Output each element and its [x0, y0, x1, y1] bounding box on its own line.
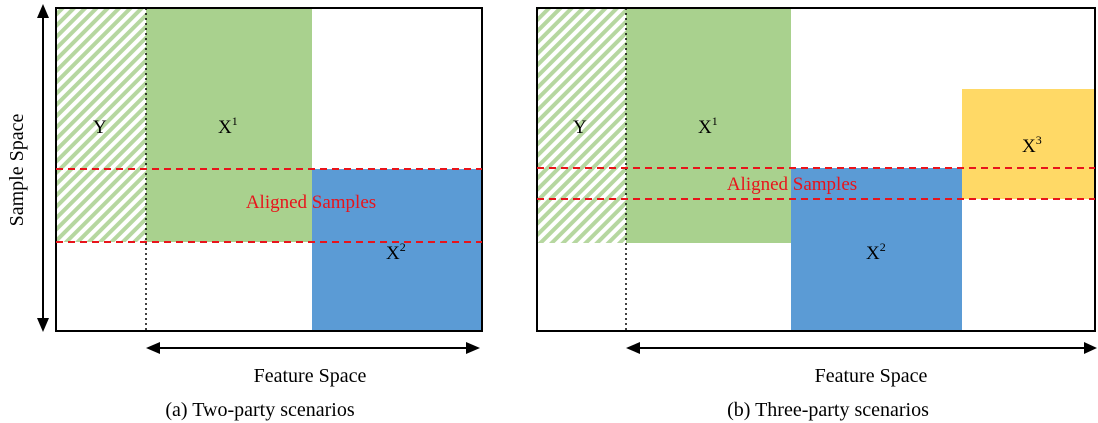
label-y: Y	[573, 117, 587, 138]
panel-b-frame	[536, 7, 1096, 332]
label-x2: X2	[386, 240, 406, 264]
party1-label-block	[56, 8, 146, 242]
feature-space-label-b: Feature Space	[815, 365, 928, 387]
party2-feature-block	[791, 168, 962, 331]
feature-space-axis-a	[146, 342, 480, 354]
aligned-samples-label: Aligned Samples	[727, 174, 857, 195]
caption-b: (b) Three-party scenarios	[727, 399, 929, 421]
party3-feature-block	[962, 89, 1095, 199]
feature-space-axis-b	[626, 342, 1097, 354]
party2-feature-block	[312, 169, 482, 331]
party1-label-block	[537, 8, 626, 243]
sample-space-label: Sample Space	[6, 114, 28, 227]
panel-a: Y X1 X2 Aligned Samples Feature Space (a…	[55, 7, 483, 421]
label-x3: X3	[1022, 133, 1042, 157]
party1-feature-block	[626, 8, 791, 243]
aligned-samples-label: Aligned Samples	[246, 192, 376, 213]
label-x1: X1	[698, 114, 718, 138]
party1-feature-block	[146, 8, 312, 242]
label-x2: X2	[866, 240, 886, 264]
label-x1: X1	[218, 114, 238, 138]
sample-space-axis	[37, 4, 49, 332]
panel-b: Y X1 X2 X3 Aligned Samples Feature Space…	[536, 7, 1097, 421]
caption-a: (a) Two-party scenarios	[165, 399, 354, 421]
label-y: Y	[93, 117, 107, 138]
feature-space-label-a: Feature Space	[254, 365, 367, 387]
